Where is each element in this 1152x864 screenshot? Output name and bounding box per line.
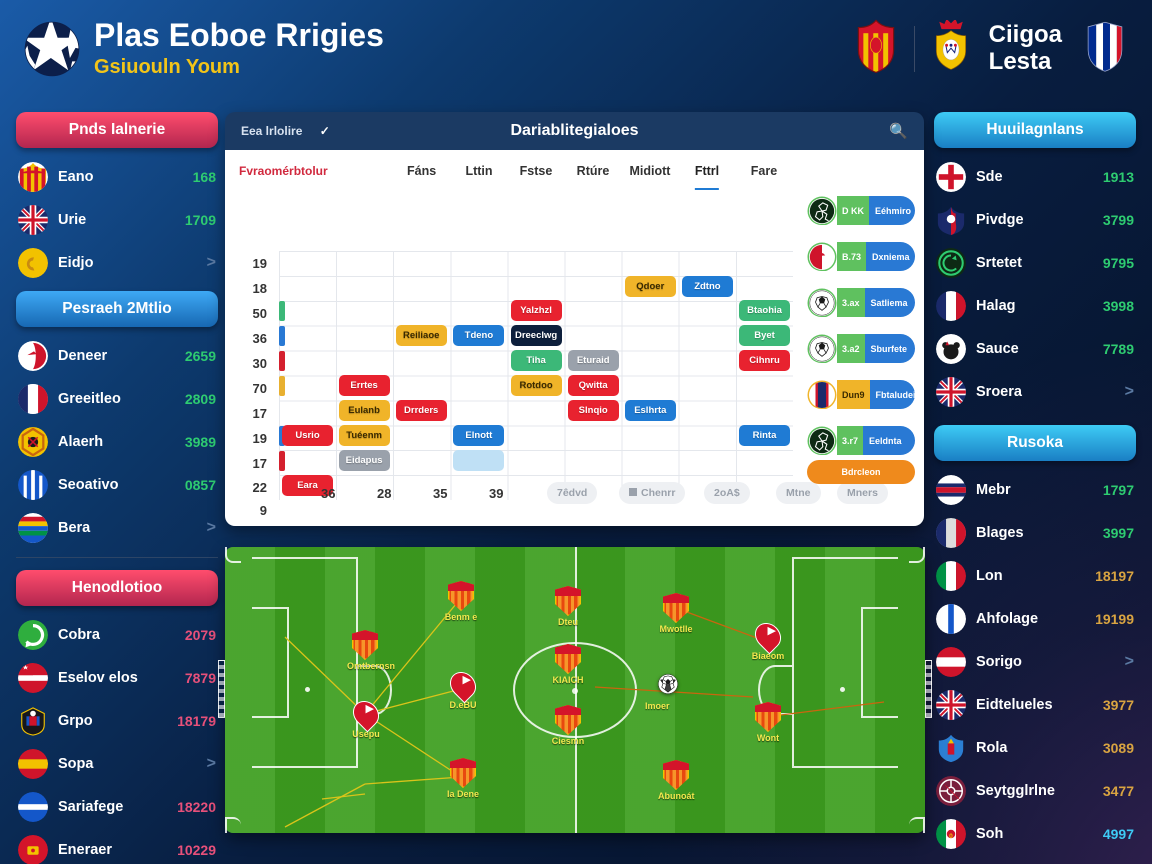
svg-text:0: 0 bbox=[949, 833, 953, 840]
